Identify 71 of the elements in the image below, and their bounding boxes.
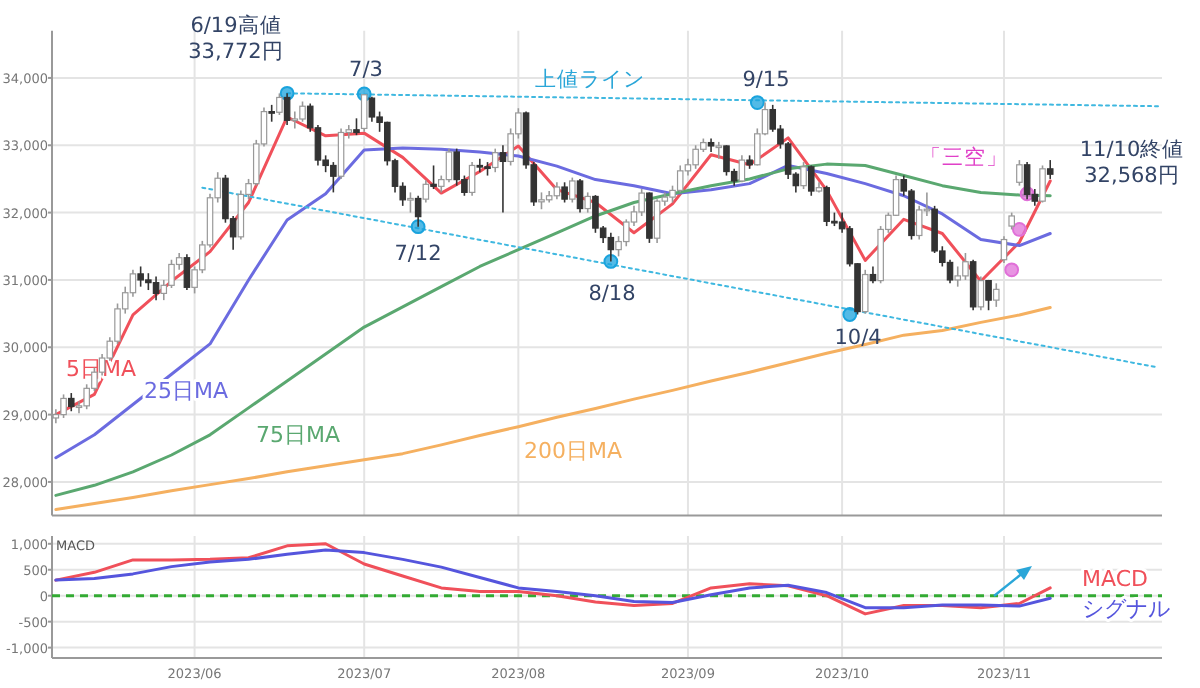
annotation: 10/4: [834, 326, 883, 350]
annotation: 8/18: [588, 282, 636, 306]
candlestick: [676, 164, 684, 194]
candlestick: [715, 141, 723, 160]
annotation: 「三空」: [920, 144, 1008, 170]
candlestick: [60, 393, 67, 419]
candlestick: [337, 127, 345, 180]
annotation: 11/10終値 32,568円: [1079, 138, 1185, 188]
candlestick: [738, 154, 746, 184]
annotation: 6/19高値 33,772円: [188, 12, 284, 64]
candlestick: [407, 191, 414, 214]
candlestick: [969, 258, 977, 312]
point: [842, 307, 858, 322]
candlestick: [985, 279, 992, 312]
candlestick: [992, 282, 1000, 308]
candlestick: [67, 392, 75, 413]
candlestick: [468, 161, 476, 197]
annotation: 7/12: [394, 242, 442, 266]
candlestick: [476, 157, 484, 173]
candlestick: [453, 147, 460, 187]
point: [1012, 222, 1027, 237]
candlestick: [1039, 164, 1046, 204]
candlestick: [576, 178, 584, 214]
candlestick: [1046, 159, 1054, 180]
candlestick: [800, 161, 807, 190]
annotation: 7/3: [349, 58, 383, 82]
candlestick: [291, 110, 299, 130]
point: [749, 95, 765, 110]
candlestick: [430, 164, 437, 190]
candlestick: [607, 232, 615, 263]
candlestick: [561, 181, 568, 204]
candlestick: [276, 92, 283, 116]
candlestick: [584, 191, 592, 214]
candlestick: [977, 275, 985, 312]
candlestick: [283, 92, 291, 126]
candlestick: [823, 184, 830, 227]
candlestick: [414, 194, 422, 228]
candlestick: [1000, 235, 1008, 264]
candlestick: [692, 144, 699, 170]
candlestick: [1023, 161, 1031, 200]
point: [1004, 262, 1020, 278]
annotation: 9/15: [742, 68, 790, 92]
candlestick: [152, 275, 160, 301]
candlestick: [491, 147, 499, 173]
candlestick: [330, 161, 337, 194]
candlestick: [807, 164, 815, 197]
candlestick: [237, 189, 245, 241]
series-label: シグナル: [1082, 596, 1170, 622]
candlestick: [646, 191, 653, 244]
series-label: 200日MA: [524, 438, 623, 464]
candlestick: [653, 198, 661, 244]
point: [603, 254, 619, 269]
candlestick: [368, 95, 376, 123]
candlestick: [499, 144, 507, 214]
candlestick: [946, 258, 954, 285]
candlestick: [1016, 159, 1023, 187]
candlestick: [861, 269, 869, 315]
line-series: [54, 146, 1052, 460]
candlestick: [954, 265, 962, 288]
candlestick: [137, 265, 144, 288]
candlestick: [445, 147, 453, 184]
candlestick: [299, 100, 306, 123]
candlestick: [183, 253, 191, 291]
candlestick: [962, 252, 969, 281]
series-label: MACD: [1082, 566, 1148, 592]
candlestick: [422, 179, 430, 204]
candlestick: [569, 176, 576, 204]
candlestick: [360, 93, 368, 133]
series-label: 75日MA: [256, 422, 341, 448]
annotation: 上値ライン: [535, 66, 645, 92]
line-series: [54, 306, 1052, 512]
